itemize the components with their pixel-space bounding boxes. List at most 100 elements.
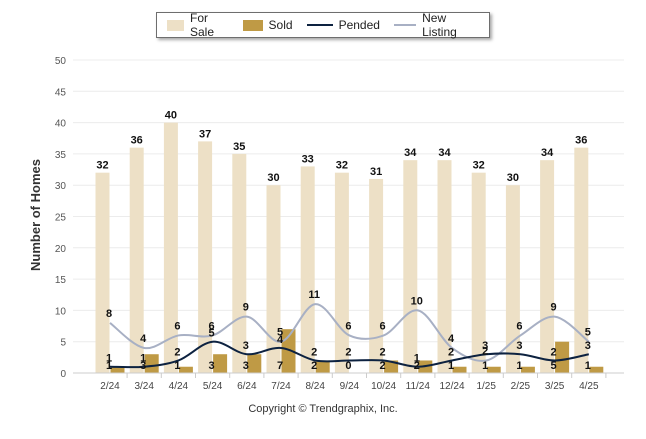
data-label-new-listing: 5 [585,327,591,339]
legend-label-for-sale: For Sale [190,11,215,39]
y-tick-label: 10 [55,306,67,317]
data-label-pended: 1 [140,353,146,365]
data-label-new-listing: 11 [308,289,320,301]
data-label-for-sale: 32 [96,160,108,172]
data-label-sold: 1 [516,360,522,372]
bar-for-sale[interactable] [334,172,349,373]
legend-item-for-sale[interactable]: For Sale [167,11,229,39]
bar-layer [95,122,604,373]
line-new-listing[interactable] [109,303,590,362]
y-axis-title-wrap: Number of Homes [28,159,43,271]
data-label-pended: 2 [311,346,317,358]
data-label-new-listing: 8 [106,308,112,320]
bar-sold[interactable] [520,366,535,373]
legend-item-sold[interactable]: Sold [242,18,293,32]
bar-for-sale[interactable] [403,160,418,373]
data-label-for-sale: 34 [404,147,417,159]
bar-for-sale[interactable] [369,178,384,373]
bar-sold[interactable] [486,366,501,373]
bar-sold[interactable] [555,341,570,373]
data-label-new-listing: 6 [174,320,180,332]
y-tick-label: 5 [60,338,66,349]
data-label-new-listing: 6 [380,320,386,332]
data-label-for-sale: 33 [302,153,314,165]
bar-sold[interactable] [384,360,399,373]
x-tick-label: 3/24 [134,381,154,392]
legend-item-new-listing[interactable]: New Listing [393,11,475,39]
x-tick-label: 12/24 [439,381,464,392]
x-tick-label: 4/24 [169,381,189,392]
data-label-pended: 3 [243,340,249,352]
bar-sold[interactable] [452,366,467,373]
bar-for-sale[interactable] [266,185,281,373]
data-label-sold: 7 [277,360,283,372]
bar-sold[interactable] [247,354,262,373]
data-label-new-listing: 5 [277,327,283,339]
legend-item-pended[interactable]: Pended [306,18,380,32]
data-label-for-sale: 32 [473,160,485,172]
data-label-new-listing: 6 [209,320,215,332]
bar-sold[interactable] [315,360,330,373]
data-label-new-listing: 10 [411,295,423,307]
bar-sold[interactable] [589,366,604,373]
data-label-new-listing: 4 [140,333,147,345]
x-tick-label: 11/24 [406,381,431,392]
data-label-new-listing: 9 [551,302,557,314]
data-label-for-sale: 31 [370,166,382,178]
legend-label-sold: Sold [268,18,293,32]
x-tick-label: 5/24 [203,381,223,392]
line-layer [109,303,590,369]
bar-for-sale[interactable] [198,141,213,373]
y-tick-label: 20 [55,244,67,255]
data-label-for-sale: 35 [233,141,245,153]
data-label-for-sale: 34 [541,147,554,159]
legend-swatch-sold [242,19,263,31]
data-label-pended: 1 [414,353,420,365]
data-label-pended: 2 [551,346,557,358]
label-layer: 3281136413406213765335933305473311223262… [96,110,590,372]
line-pended[interactable] [109,340,589,369]
bar-for-sale[interactable] [129,147,144,373]
data-label-pended: 2 [448,346,454,358]
data-label-for-sale: 30 [507,172,519,184]
bar-for-sale[interactable] [437,160,452,373]
bar-sold[interactable] [110,366,125,373]
bar-for-sale[interactable] [95,172,110,373]
data-label-for-sale: 37 [199,128,211,140]
data-label-for-sale: 36 [131,135,143,147]
legend-label-pended: Pended [338,18,380,32]
data-label-pended: 3 [516,340,522,352]
bar-for-sale[interactable] [163,122,178,373]
bar-for-sale[interactable] [471,172,486,373]
data-label-sold: 1 [448,360,454,372]
data-label-pended: 4 [277,334,284,346]
data-label-sold: 1 [482,360,488,372]
bar-sold[interactable] [213,354,228,373]
data-label-new-listing: 4 [448,333,455,345]
data-label-new-listing: 6 [516,320,522,332]
bar-for-sale[interactable] [574,147,589,373]
y-tick-label: 45 [55,87,67,98]
data-label-sold: 2 [380,360,386,372]
bar-for-sale[interactable] [540,160,555,373]
chart-legend: For Sale Sold Pended New Listing [156,11,490,39]
y-tick-label: 40 [55,119,67,130]
x-tick-label: 6/24 [237,381,257,392]
bar-for-sale[interactable] [505,185,520,373]
data-label-pended: 3 [585,340,591,352]
y-tick-label: 30 [55,181,67,192]
y-axis-title: Number of Homes [28,159,43,271]
x-tick-label: 9/24 [340,381,360,392]
data-label-sold: 2 [414,360,420,372]
bar-sold[interactable] [178,366,193,373]
bar-sold[interactable] [144,354,159,373]
data-label-sold: 1 [106,360,112,372]
bar-for-sale[interactable] [300,166,315,373]
data-label-pended: 1 [106,353,112,365]
data-label-new-listing: 6 [345,320,351,332]
legend-line-pended [306,24,333,26]
y-tick-label: 15 [55,275,67,286]
bar-for-sale[interactable] [232,153,247,373]
